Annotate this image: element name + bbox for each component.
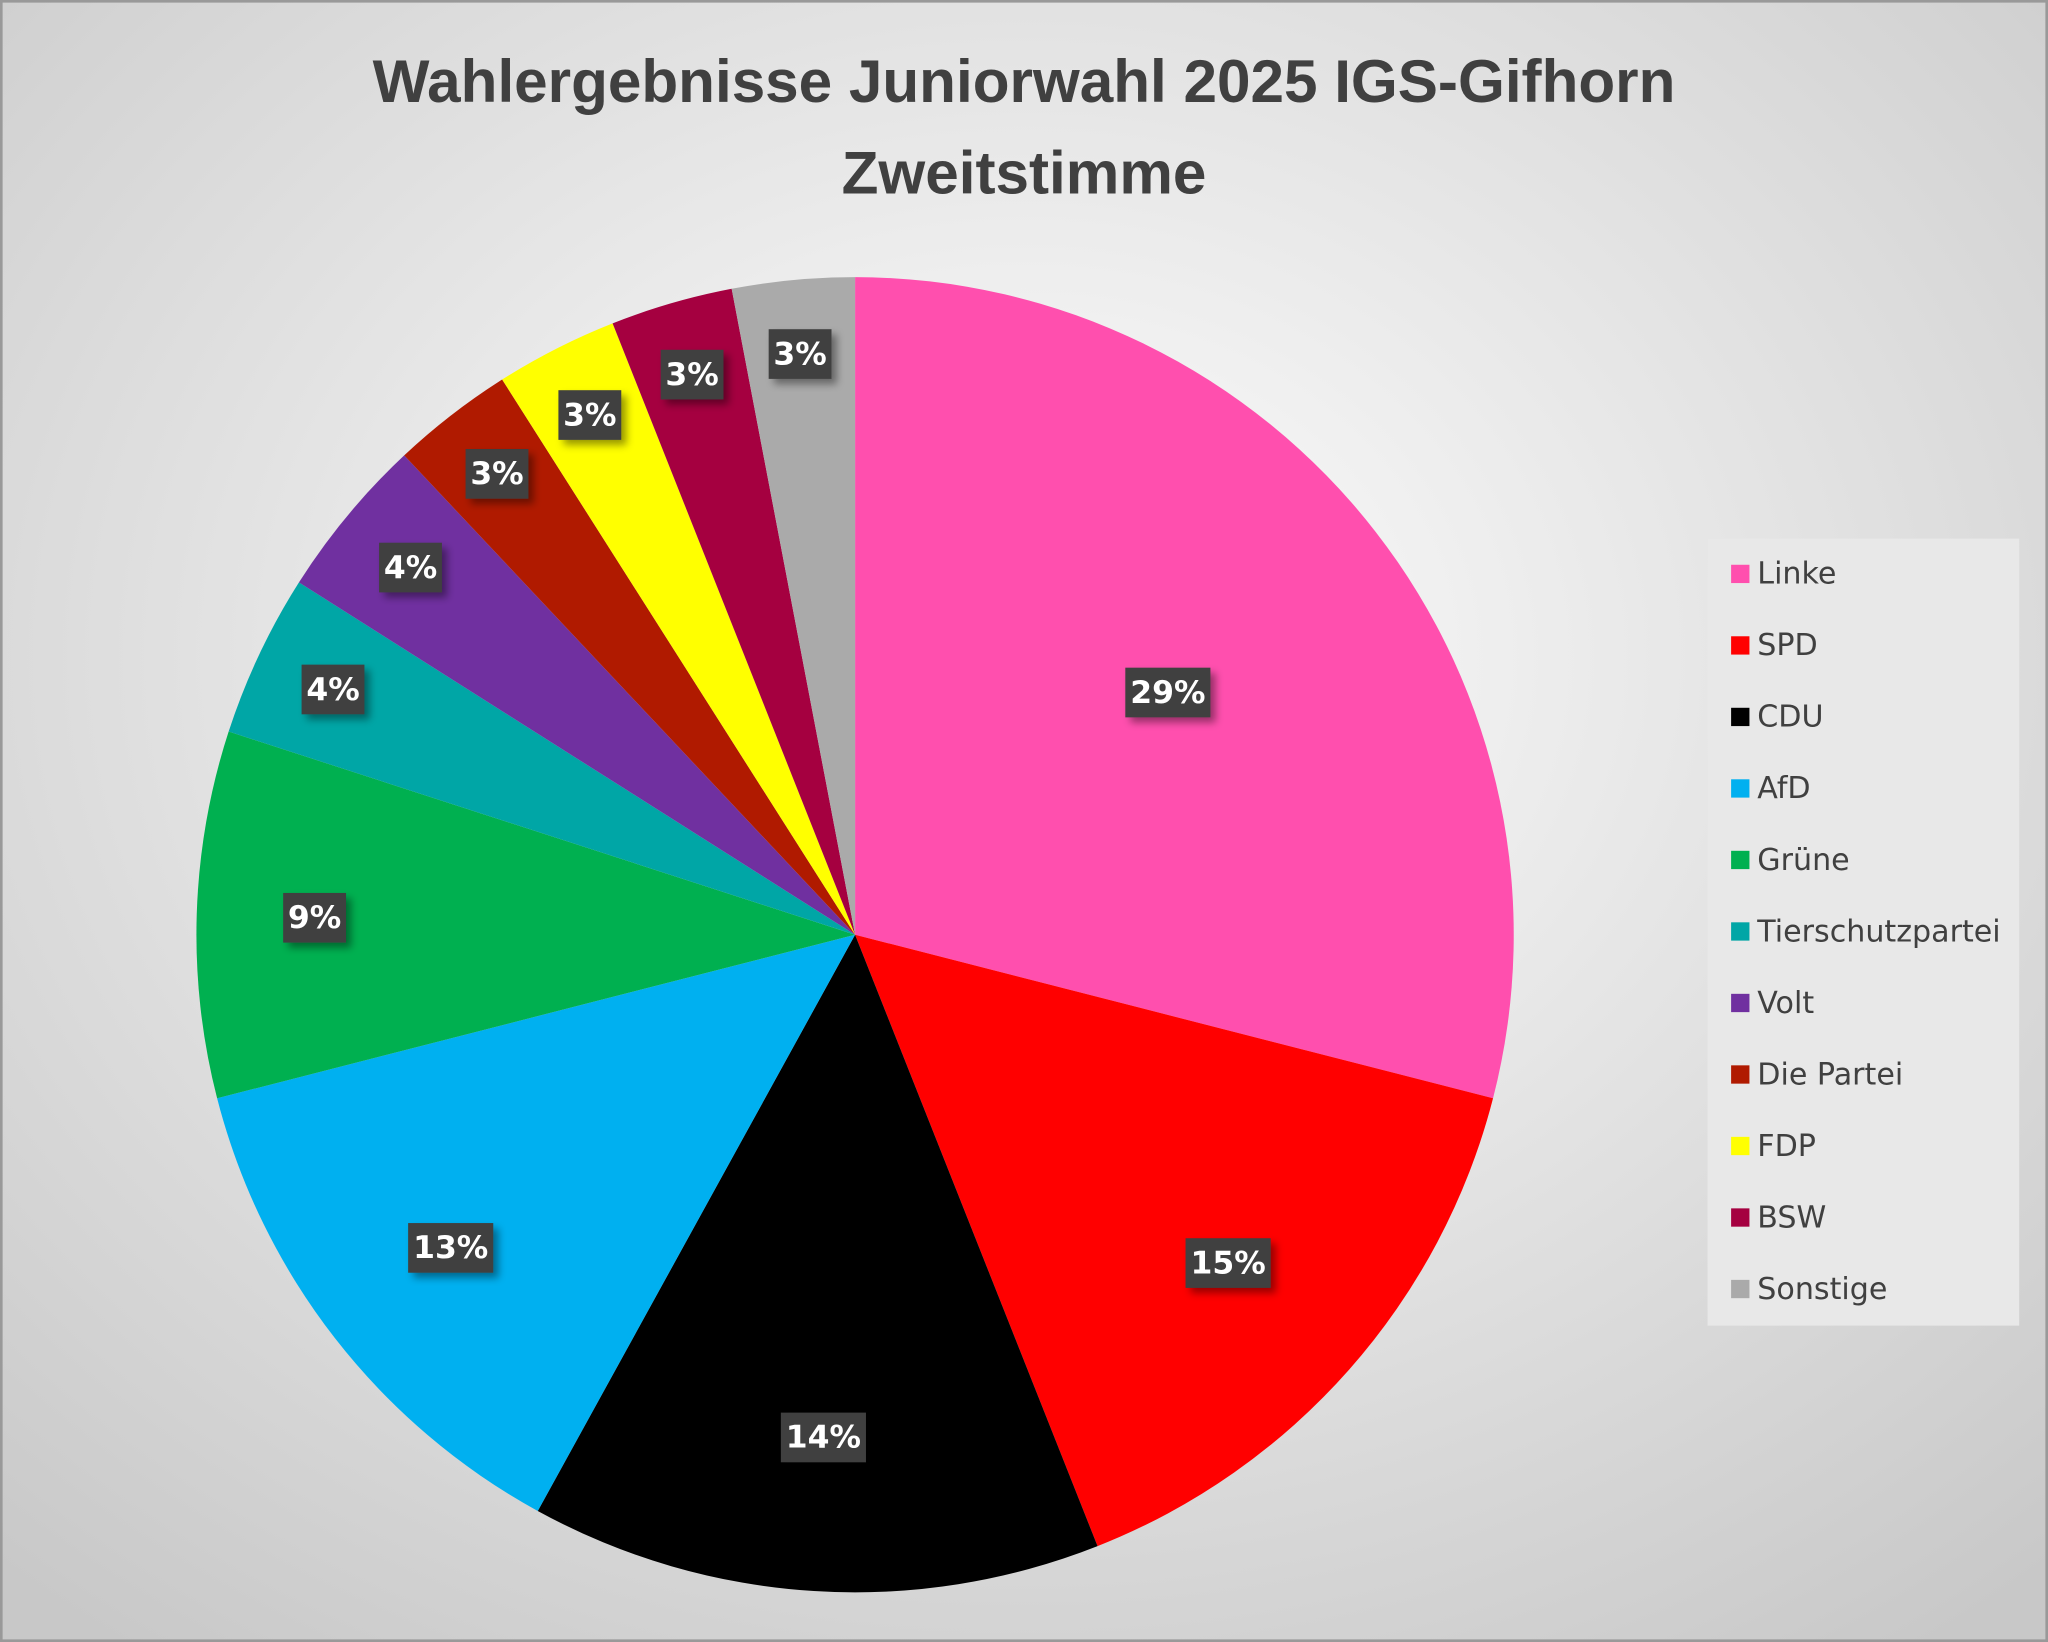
pie-slice bbox=[612, 288, 856, 935]
legend-label: Die Partei bbox=[1757, 1057, 1903, 1092]
data-label: 14% bbox=[786, 1420, 861, 1456]
pie-slice bbox=[537, 934, 1098, 1593]
data-label: 15% bbox=[1190, 1245, 1265, 1281]
legend-swatch bbox=[1731, 636, 1750, 655]
legend-label: Linke bbox=[1757, 557, 1836, 592]
legend-label: BSW bbox=[1757, 1200, 1826, 1235]
data-label: 3% bbox=[563, 397, 616, 433]
pie-slice bbox=[855, 934, 1494, 1547]
pie-slice bbox=[217, 934, 856, 1511]
data-label-box bbox=[558, 390, 622, 440]
legend-label: Grüne bbox=[1757, 843, 1849, 878]
chart-title: Zweitstimme bbox=[842, 140, 1207, 207]
data-label-box bbox=[283, 892, 347, 943]
data-label: 3% bbox=[470, 456, 523, 492]
legend-swatch bbox=[1731, 922, 1750, 941]
data-label-box bbox=[768, 329, 832, 379]
data-label: 4% bbox=[306, 672, 359, 708]
data-label: 13% bbox=[413, 1230, 488, 1266]
data-label: 9% bbox=[288, 900, 341, 936]
legend-swatch bbox=[1731, 850, 1750, 870]
legend-swatch bbox=[1731, 779, 1750, 798]
chart-title: Wahlergebnisse Juniorwahl 2025 IGS-Gifho… bbox=[373, 48, 1676, 115]
pie-slice bbox=[404, 379, 856, 935]
data-label-box bbox=[379, 542, 442, 593]
pie-slice bbox=[502, 323, 856, 935]
legend-swatch bbox=[1731, 1065, 1750, 1084]
legend-swatch bbox=[1731, 707, 1750, 727]
legend-label: CDU bbox=[1757, 700, 1823, 735]
data-label-box bbox=[465, 449, 529, 499]
data-label-box bbox=[1185, 1238, 1271, 1288]
pie-slice bbox=[196, 731, 856, 1099]
legend-label: FDP bbox=[1757, 1129, 1816, 1164]
data-label: 29% bbox=[1130, 675, 1205, 711]
legend-label: AfD bbox=[1757, 771, 1810, 806]
data-label-box bbox=[1125, 667, 1211, 718]
legend-label: Sonstige bbox=[1757, 1272, 1887, 1307]
legend-swatch bbox=[1731, 993, 1750, 1013]
pie-slice bbox=[228, 582, 856, 935]
pie-slice bbox=[731, 277, 856, 935]
data-label: 3% bbox=[665, 357, 718, 393]
legend-label: Volt bbox=[1757, 986, 1814, 1021]
legend-swatch bbox=[1731, 1136, 1750, 1156]
data-label-box bbox=[408, 1223, 494, 1273]
legend-swatch bbox=[1731, 1208, 1750, 1227]
legend-swatch bbox=[1731, 1279, 1750, 1299]
data-label-box bbox=[780, 1412, 866, 1463]
data-label: 3% bbox=[773, 336, 826, 372]
data-label: 4% bbox=[384, 550, 437, 586]
data-label-box bbox=[660, 349, 724, 400]
legend-label: Tierschutzpartei bbox=[1756, 914, 2000, 949]
legend-label: SPD bbox=[1757, 628, 1817, 663]
data-label-box bbox=[301, 664, 365, 715]
legend-swatch bbox=[1731, 564, 1750, 584]
legend-box bbox=[1707, 538, 2020, 1326]
